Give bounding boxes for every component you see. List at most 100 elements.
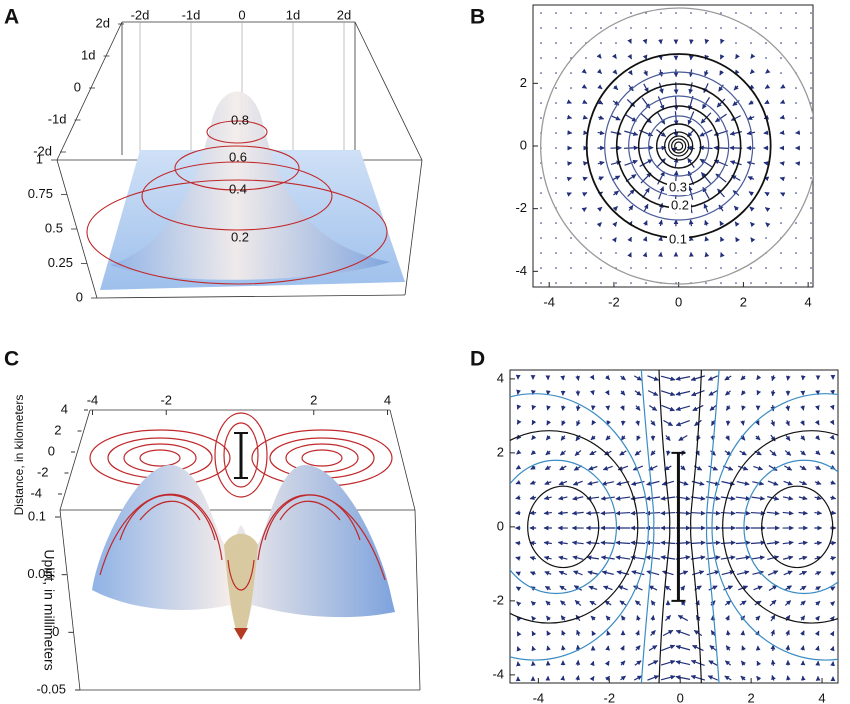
vector-arrow xyxy=(784,450,792,456)
contour-label: 0.4 xyxy=(229,181,247,196)
vector-dot xyxy=(765,12,767,14)
vector-dot xyxy=(645,27,647,29)
vector-arrow xyxy=(572,495,584,501)
vector-arrow xyxy=(662,570,674,576)
vector-arrow xyxy=(546,645,551,651)
vector-arrow xyxy=(585,510,600,516)
vector-arrow xyxy=(558,480,568,486)
vector-arrow xyxy=(735,510,751,516)
vector-arrow xyxy=(830,495,837,500)
vector-arrow xyxy=(720,496,736,501)
vector-arrow xyxy=(724,600,732,606)
vector-arrow xyxy=(770,629,775,637)
z-tick-label: 0.75 xyxy=(28,186,53,201)
vector-arrow xyxy=(573,585,583,591)
vector-dot xyxy=(690,12,692,14)
vector-arrow xyxy=(660,540,676,546)
vector-arrow xyxy=(779,176,786,182)
vector-dot xyxy=(780,12,782,14)
vector-arrow xyxy=(687,157,695,168)
y-tick-label: 2 xyxy=(497,444,504,459)
vector-arrow xyxy=(635,645,641,651)
x-tick-label: 4 xyxy=(805,294,812,309)
vector-arrow xyxy=(704,69,709,77)
contour-label: 0.6 xyxy=(229,149,247,164)
vector-arrow xyxy=(693,629,703,637)
vector-dot xyxy=(795,12,797,14)
vector-arrow xyxy=(634,450,642,456)
vector-arrow xyxy=(574,599,582,607)
vector-dot xyxy=(795,42,797,44)
vector-dot xyxy=(555,282,557,284)
vector-arrow xyxy=(785,435,791,442)
vector-arrow xyxy=(752,570,764,576)
contour-line xyxy=(690,370,702,683)
vector-dot xyxy=(810,222,812,224)
vector-arrow xyxy=(753,585,763,591)
contour-line xyxy=(510,430,639,624)
panel-letter: C xyxy=(4,348,19,371)
vector-dot xyxy=(600,267,602,269)
x-tick-label: 2 xyxy=(740,294,747,309)
vector-arrow xyxy=(707,675,719,681)
vector-dot xyxy=(795,87,797,89)
vector-arrow xyxy=(645,555,661,560)
vector-arrow xyxy=(708,660,718,666)
vector-arrow xyxy=(688,219,694,227)
vector-arrow xyxy=(619,600,627,606)
contour-line xyxy=(527,485,600,569)
vector-arrow xyxy=(830,571,836,576)
surface-contour xyxy=(257,494,386,581)
vector-arrow xyxy=(620,645,625,651)
vector-arrow xyxy=(647,390,659,396)
vector-dot xyxy=(540,192,542,194)
vector-arrow xyxy=(620,435,626,441)
vector-arrow xyxy=(628,84,634,92)
vector-arrow xyxy=(690,510,706,516)
vector-arrow xyxy=(753,465,764,471)
vector-dot xyxy=(795,192,797,194)
vector-dot xyxy=(675,267,677,269)
vector-arrow xyxy=(784,465,793,471)
vector-arrow xyxy=(756,675,762,682)
vector-dot xyxy=(555,102,557,104)
vector-arrow xyxy=(715,173,727,183)
vector-arrow xyxy=(785,629,790,636)
vector-arrow xyxy=(561,420,566,426)
vector-arrow xyxy=(704,219,709,226)
vector-arrow xyxy=(768,465,778,471)
vector-dot xyxy=(720,12,722,14)
vector-arrow xyxy=(704,236,710,242)
vector-arrow xyxy=(581,207,587,213)
vector-arrow xyxy=(596,222,602,228)
vector-dot xyxy=(585,27,587,29)
vector-arrow xyxy=(571,540,584,546)
vector-arrow xyxy=(698,145,713,151)
vector-arrow xyxy=(598,115,605,120)
vector-arrow xyxy=(631,570,645,576)
vector-arrow xyxy=(658,55,663,61)
x-tick-label: 1d xyxy=(286,7,300,22)
vector-arrow xyxy=(703,203,709,213)
z-tick-label: 0 xyxy=(52,624,59,639)
box-edge xyxy=(404,159,423,296)
vector-arrow xyxy=(770,419,775,427)
vector-arrow xyxy=(677,614,689,622)
surface-peak xyxy=(110,91,390,280)
vector-arrow xyxy=(529,571,536,576)
box-edge xyxy=(354,21,423,161)
vector-dot xyxy=(690,267,692,269)
surface-contour xyxy=(119,494,216,541)
vector-dot xyxy=(555,72,557,74)
vector-arrow xyxy=(829,646,835,652)
vector-arrow xyxy=(544,480,552,485)
vector-dot xyxy=(660,267,662,269)
vector-dot xyxy=(555,87,557,89)
x-tick-label: -2 xyxy=(604,690,616,704)
vector-dot xyxy=(810,177,812,179)
y-tick-label: -2 xyxy=(515,200,527,215)
vector-arrow xyxy=(589,600,597,606)
contour-label: 0.8 xyxy=(231,112,249,127)
vector-arrow xyxy=(829,631,835,637)
vector-arrow xyxy=(750,53,756,59)
